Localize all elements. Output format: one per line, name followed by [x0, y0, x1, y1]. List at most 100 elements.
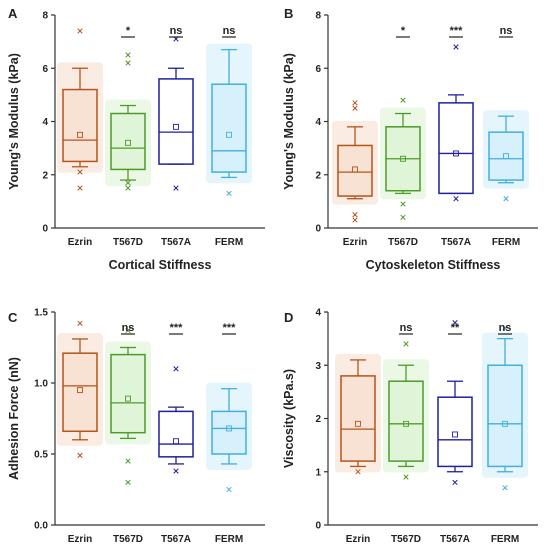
box-t567a: T567A ***: [153, 322, 199, 545]
mean-marker: [503, 153, 509, 160]
x-tick-label: T567D: [391, 534, 421, 545]
y-tick-label: 4: [315, 117, 321, 128]
significance-label: *: [126, 25, 131, 37]
mean-marker: [452, 431, 458, 438]
outlier-stroke: [352, 212, 358, 218]
outlier-stroke: [452, 479, 458, 486]
mean-marker: [173, 438, 179, 445]
significance-label: ns: [400, 322, 413, 334]
box-iqr: [211, 83, 247, 173]
outlier-point: [125, 185, 131, 191]
outlier-stroke: [77, 169, 83, 175]
box-t567d: T567D ns: [105, 322, 151, 545]
outlier-point: [125, 52, 131, 58]
box-ezrin: Ezrin: [335, 353, 381, 545]
outlier-point: [77, 169, 83, 175]
significance-label: ***: [170, 322, 184, 334]
panel-letter: A: [8, 6, 18, 21]
outlier-point: [77, 452, 83, 459]
box-ezrin: Ezrin: [57, 28, 103, 248]
outlier-stroke: [452, 319, 458, 326]
box-ferm: FERM ns: [206, 25, 252, 248]
outlier-stroke: [226, 486, 232, 493]
x-tick-label: FERM: [491, 534, 519, 545]
panel-d: D 0 1 2 3 4 Viscosity (kPa.s) Ezrin T567D ns T567A…: [282, 308, 538, 545]
outlier-point: [502, 325, 508, 331]
outlier-stroke: [400, 214, 406, 221]
y-axis-label: Viscosity (kPa.s): [282, 369, 296, 468]
outlier-stroke: [352, 217, 358, 223]
outlier-point: [452, 319, 458, 326]
box-iqr: [388, 380, 424, 462]
y-tick-label: 1: [315, 467, 321, 478]
outlier-stroke: [503, 196, 509, 202]
box-ezrin: Ezrin: [57, 320, 103, 545]
y-tick-label: 1.0: [34, 379, 48, 390]
outlier-stroke: [403, 341, 409, 347]
outlier-point: [400, 97, 406, 103]
x-tick-label: T567D: [113, 237, 143, 248]
x-tick-label: T567A: [441, 237, 471, 248]
y-tick-label: 0.5: [34, 450, 48, 461]
box-ezrin: Ezrin: [332, 100, 378, 248]
outlier-stroke: [77, 28, 83, 34]
outlier-stroke: [403, 474, 409, 480]
y-tick-label: 8: [42, 11, 48, 22]
outlier-point: [173, 468, 179, 474]
outlier-point: [125, 60, 131, 66]
box-iqr: [340, 375, 376, 462]
y-tick-label: 1.5: [34, 308, 48, 319]
significance-label: ***: [450, 25, 464, 37]
significance-label: ***: [223, 322, 237, 334]
y-tick-label: 6: [315, 64, 321, 75]
box-iqr: [438, 102, 474, 195]
box-t567d: T567D ns: [383, 322, 429, 545]
outlier-stroke: [453, 44, 459, 50]
y-tick-label: 2: [42, 170, 48, 181]
outlier-stroke: [125, 185, 131, 191]
outlier-point: [77, 28, 83, 34]
x-tick-label: T567D: [388, 237, 418, 248]
mean-marker: [403, 420, 409, 427]
outlier-point: [352, 212, 358, 218]
y-axis-label: Young's Modulus (kPa): [7, 53, 21, 190]
panel-letter: D: [284, 310, 293, 325]
x-tick-label: T567A: [161, 534, 191, 545]
x-tick-label: Ezrin: [343, 237, 367, 248]
outlier-point: [173, 366, 179, 372]
box-iqr: [337, 144, 373, 197]
mean-marker: [355, 420, 361, 427]
outlier-point: [125, 458, 131, 464]
outlier-point: [400, 214, 406, 221]
outlier-stroke: [226, 190, 232, 197]
box-iqr: [62, 88, 98, 163]
y-tick-label: 2: [315, 170, 321, 181]
outlier-stroke: [125, 60, 131, 66]
outlier-point: [453, 44, 459, 50]
significance-label: ns: [223, 25, 236, 37]
box-iqr: [211, 410, 247, 455]
outlier-point: [226, 190, 232, 197]
outlier-stroke: [400, 97, 406, 103]
outlier-point: [503, 196, 509, 202]
x-tick-label: T567A: [440, 534, 470, 545]
box-iqr: [110, 353, 146, 434]
outlier-stroke: [125, 52, 131, 58]
outlier-point: [173, 185, 179, 191]
outlier-point: [352, 100, 358, 106]
outlier-point: [125, 327, 131, 334]
x-tick-label: T567D: [113, 534, 143, 545]
x-tick-label: T567A: [161, 237, 191, 248]
outlier-stroke: [125, 458, 131, 464]
y-tick-label: 0.0: [34, 521, 48, 532]
box-iqr: [488, 131, 524, 181]
outlier-point: [502, 485, 508, 491]
mean-marker: [77, 387, 83, 394]
outlier-point: [453, 196, 459, 202]
outlier-point: [352, 105, 358, 111]
outlier-stroke: [352, 105, 358, 111]
y-axis-label: Young's Modulus (kPa): [282, 53, 296, 190]
x-tick-label: FERM: [215, 534, 243, 545]
outlier-stroke: [77, 185, 83, 191]
